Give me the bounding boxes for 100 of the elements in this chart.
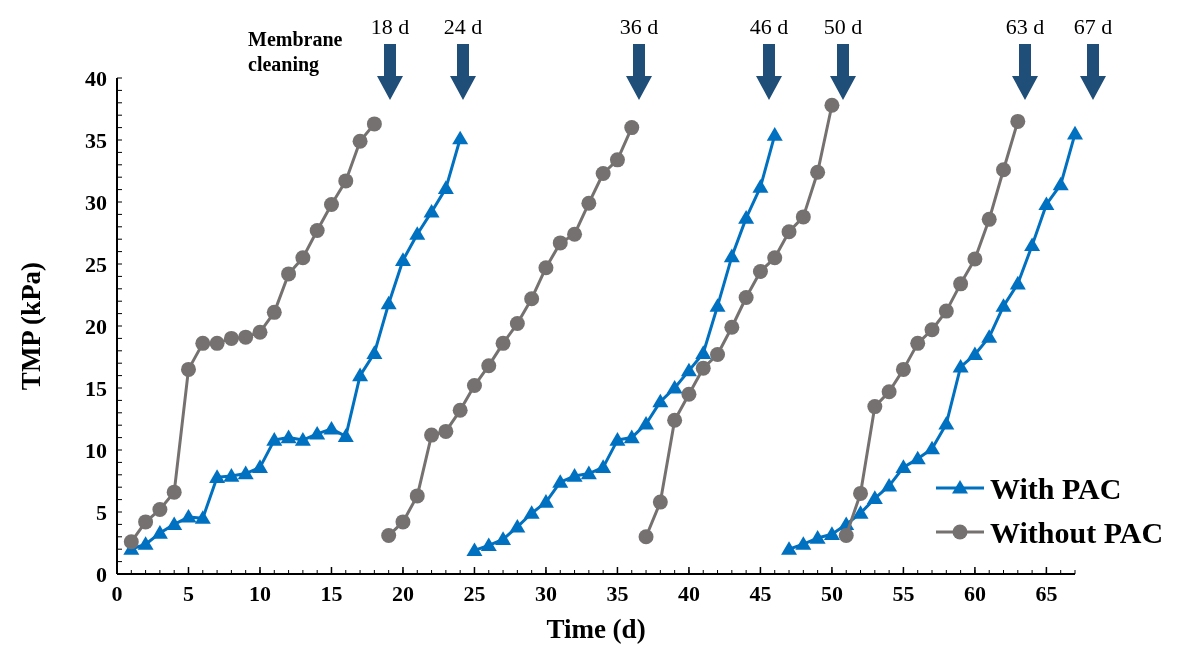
text: 24 d [443, 14, 483, 39]
point [953, 276, 969, 292]
point [281, 266, 297, 282]
point [580, 465, 597, 480]
point [294, 432, 311, 446]
x-tick-label: 25 [463, 581, 486, 606]
point [552, 235, 568, 251]
point [638, 529, 654, 545]
point [1010, 113, 1026, 129]
point [1009, 275, 1026, 290]
point [895, 459, 912, 473]
text: 18 d [370, 14, 410, 39]
point [666, 380, 683, 394]
point [609, 152, 625, 168]
y-tick-label: 30 [85, 190, 107, 215]
x-tick-label: 5 [182, 581, 194, 606]
point [895, 361, 911, 377]
point [180, 508, 197, 523]
point [452, 402, 468, 418]
point [166, 516, 183, 530]
point [338, 173, 354, 189]
point [1052, 176, 1069, 191]
point [995, 298, 1012, 312]
point [838, 528, 854, 544]
point [209, 335, 225, 351]
point [795, 209, 811, 225]
x-tick-label: 30 [534, 581, 557, 606]
point [395, 514, 411, 530]
point [781, 224, 797, 240]
point [238, 329, 254, 345]
point [424, 427, 440, 443]
point [223, 330, 239, 346]
point [723, 248, 740, 263]
point [223, 468, 240, 482]
point [695, 360, 711, 376]
point [609, 432, 626, 446]
text: 67 d [1073, 14, 1113, 39]
text: 63 d [1005, 14, 1045, 39]
y-tick-label: 20 [85, 314, 107, 339]
point [137, 536, 154, 550]
point [695, 345, 712, 359]
point [709, 298, 726, 312]
y-tick-label: 0 [96, 562, 107, 587]
x-axis-title: Time (d) [546, 614, 646, 644]
point [280, 429, 297, 444]
point [867, 399, 883, 415]
x-tick-label: 65 [1035, 581, 1058, 606]
point [938, 415, 955, 430]
point [437, 180, 454, 194]
point [595, 459, 612, 473]
point [910, 335, 926, 351]
x-tick-label: 45 [749, 581, 772, 606]
point [266, 432, 283, 446]
point [624, 120, 640, 136]
point [853, 485, 869, 501]
point [352, 133, 368, 149]
point [881, 477, 898, 492]
point [381, 528, 397, 544]
point [681, 386, 697, 402]
point [138, 514, 154, 530]
point [738, 210, 755, 224]
point [680, 362, 697, 377]
point [652, 494, 668, 510]
point [938, 303, 954, 319]
point [495, 531, 512, 545]
point [495, 335, 511, 351]
legend-label: Without PAC [990, 516, 1164, 549]
point [1038, 196, 1055, 211]
x-tick-label: 10 [248, 581, 271, 606]
point [538, 260, 554, 276]
x-tick-label: 15 [320, 581, 343, 606]
x-tick-label: 20 [391, 581, 414, 606]
point [866, 490, 883, 504]
point [581, 195, 597, 211]
point [766, 127, 783, 141]
text: 50 d [823, 14, 863, 39]
point [352, 367, 369, 382]
point [710, 347, 726, 363]
text: 46 d [749, 14, 789, 39]
y-tick-label: 40 [85, 66, 107, 91]
point [209, 469, 226, 483]
point [823, 526, 840, 540]
point [323, 196, 339, 212]
point [337, 428, 354, 442]
point [366, 345, 383, 359]
text: 36 d [619, 14, 659, 39]
point [967, 251, 983, 267]
point [309, 223, 325, 239]
y-tick-label: 35 [85, 128, 107, 153]
point [781, 541, 798, 555]
y-tick-label: 10 [85, 438, 107, 463]
point [566, 468, 583, 482]
point [595, 165, 611, 181]
y-tick-label: 15 [85, 376, 107, 401]
y-axis-title: TMP (kPa) [16, 261, 46, 391]
point [394, 252, 411, 266]
point [881, 384, 897, 400]
point [824, 97, 840, 113]
point [251, 459, 268, 473]
point [194, 510, 211, 524]
